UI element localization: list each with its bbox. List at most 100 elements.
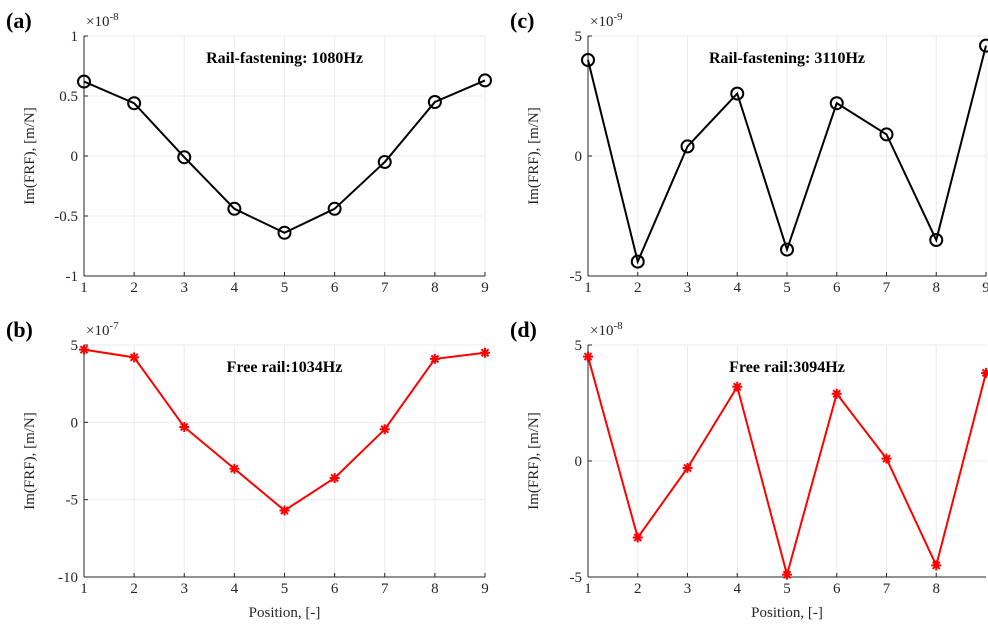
data-point (480, 347, 490, 358)
y-tick-label: 1 (71, 29, 79, 45)
x-tick-label: 6 (331, 280, 339, 296)
panel-label: (a) (6, 8, 32, 33)
x-tick-label: 2 (634, 581, 642, 597)
data-point (879, 127, 894, 142)
chart-title: Rail-fastening: 3110Hz (709, 50, 865, 67)
data-point (227, 201, 242, 216)
y-tick-label: -5 (570, 570, 583, 586)
data-point (583, 351, 593, 362)
data-point (177, 150, 192, 165)
exponent-power: -8 (109, 11, 119, 23)
data-point (682, 462, 693, 473)
x-tick-label: 6 (833, 581, 841, 597)
x-tick-label: 6 (833, 280, 841, 296)
data-point (632, 532, 643, 543)
y-tick-label: 5 (575, 29, 583, 45)
x-tick-label: 9 (481, 581, 489, 597)
panel-label: (c) (510, 8, 534, 33)
exponent-power: -7 (109, 320, 119, 332)
x-tick-label: 4 (734, 280, 742, 296)
data-line (83, 79, 486, 234)
data-line (587, 45, 987, 265)
exponent-power: -9 (613, 11, 623, 23)
data-point (277, 225, 292, 240)
y-tick-label: 5 (575, 338, 583, 354)
data-point (981, 367, 988, 378)
x-tick-label: 7 (883, 581, 891, 597)
y-exponent: ×10-7 (86, 320, 119, 339)
data-point (77, 74, 91, 89)
data-point (732, 381, 743, 392)
x-tick-label: 6 (331, 581, 339, 597)
y-tick-label: 0 (71, 415, 79, 431)
x-tick-label: 1 (584, 280, 592, 296)
data-point (377, 155, 392, 169)
y-tick-label: -0.5 (54, 209, 78, 225)
data-point (329, 473, 340, 484)
chart-title: Free rail:1034Hz (227, 359, 343, 376)
x-tick-label: 5 (281, 581, 289, 597)
y-tick-label: 5 (71, 338, 79, 354)
data-point (327, 201, 342, 216)
y-tick-label: 0 (575, 454, 583, 470)
exponent-base: ×10 (590, 323, 613, 339)
exponent-base: ×10 (86, 323, 109, 339)
data-point (229, 463, 240, 474)
data-point (129, 352, 140, 363)
y-axis-label: Im(FRF), [m/N] (526, 412, 542, 510)
x-tick-label: 5 (783, 280, 791, 296)
y-tick-label: 0.5 (59, 89, 78, 105)
y-axis-label: Im(FRF), [m/N] (22, 107, 38, 205)
exponent-base: ×10 (590, 14, 613, 30)
data-point (630, 254, 645, 269)
x-tick-label: 8 (431, 280, 439, 296)
y-tick-label: 0 (575, 149, 583, 165)
y-tick-label: -5 (66, 493, 79, 509)
data-point (179, 421, 190, 432)
x-tick-label: 7 (381, 280, 389, 296)
y-exponent: ×10-9 (590, 11, 623, 30)
x-tick-label: 9 (481, 280, 489, 296)
data-point (429, 353, 440, 364)
data-point (881, 453, 892, 464)
x-tick-label: 3 (181, 280, 189, 296)
x-tick-label: 8 (933, 280, 941, 296)
chart-title: Rail-fastening: 1080Hz (206, 50, 363, 67)
x-tick-label: 5 (783, 581, 791, 597)
y-tick-label: -1 (66, 269, 79, 285)
x-tick-label: 5 (281, 280, 289, 296)
x-tick-label: 8 (933, 581, 941, 597)
panel-label: (d) (510, 317, 537, 342)
x-tick-label: 1 (584, 581, 592, 597)
data-point (931, 560, 942, 571)
data-point (780, 242, 794, 257)
x-tick-label: 4 (231, 581, 239, 597)
y-axis-label: Im(FRF), [m/N] (22, 412, 38, 510)
x-tick-label: 3 (684, 280, 692, 296)
data-point (478, 73, 492, 88)
y-exponent: ×10-8 (590, 320, 623, 339)
y-exponent: ×10-8 (86, 11, 119, 30)
x-axis-label: Position, [-] (751, 605, 823, 621)
y-tick-label: -5 (570, 269, 583, 285)
x-tick-label: 1 (80, 581, 88, 597)
x-tick-label: 2 (130, 280, 138, 296)
x-tick-label: 8 (431, 581, 439, 597)
chart-title: Free rail:3094Hz (729, 359, 845, 376)
data-point (829, 96, 844, 111)
data-point (127, 96, 142, 111)
x-tick-label: 4 (734, 581, 742, 597)
data-point (379, 424, 390, 435)
panel-label: (b) (6, 317, 33, 342)
data-point (831, 388, 842, 399)
y-axis-label: Im(FRF), [m/N] (526, 107, 542, 205)
data-point (782, 569, 792, 580)
data-point (427, 95, 442, 109)
x-tick-label: 2 (130, 581, 138, 597)
x-tick-label: 3 (684, 581, 692, 597)
x-tick-label: 7 (883, 280, 891, 296)
data-point (979, 38, 988, 53)
exponent-base: ×10 (86, 14, 109, 30)
